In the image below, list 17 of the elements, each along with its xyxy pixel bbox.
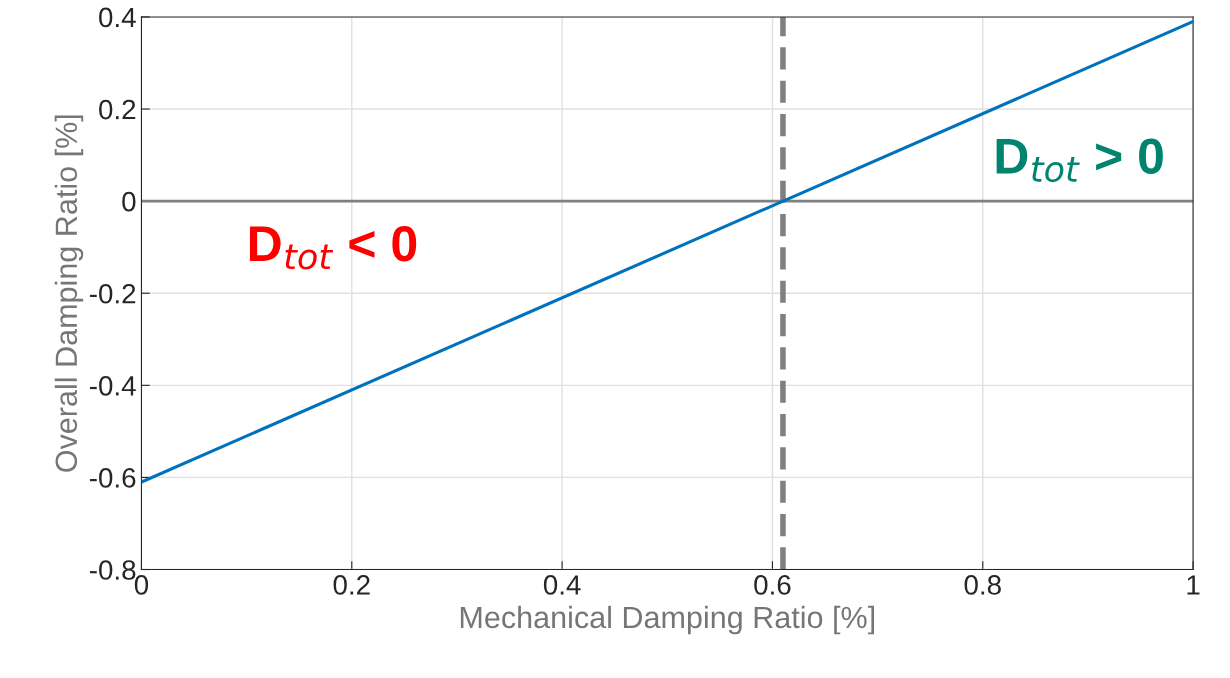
y-axis-title: Overall Damping Ratio [%] bbox=[54, 115, 84, 472]
y-tick-label: 0.4 bbox=[99, 7, 136, 28]
x-tick-label: 0.4 bbox=[543, 575, 581, 595]
y-tick-label: 0.2 bbox=[99, 99, 136, 120]
x-tick-label: 1 bbox=[1187, 575, 1200, 595]
x-tick-label: 0.8 bbox=[964, 575, 1001, 595]
y-tick-label: -0.6 bbox=[89, 468, 136, 488]
annotation: D$_{tot}$ < 0 bbox=[249, 226, 417, 270]
x-tick-label: 0.2 bbox=[333, 575, 370, 595]
y-tick-label: -0.4 bbox=[89, 376, 136, 396]
y-tick-label: -0.8 bbox=[89, 560, 136, 580]
y-tick-label: -0.2 bbox=[89, 283, 136, 304]
annotation: D$_{tot}$ > 0 bbox=[996, 138, 1163, 183]
x-tick-label: 0.6 bbox=[754, 575, 791, 595]
x-axis-title: Mechanical Damping Ratio [%] bbox=[460, 605, 874, 635]
x-tick-label: 0 bbox=[134, 575, 149, 595]
y-tick-label: 0 bbox=[122, 191, 136, 212]
